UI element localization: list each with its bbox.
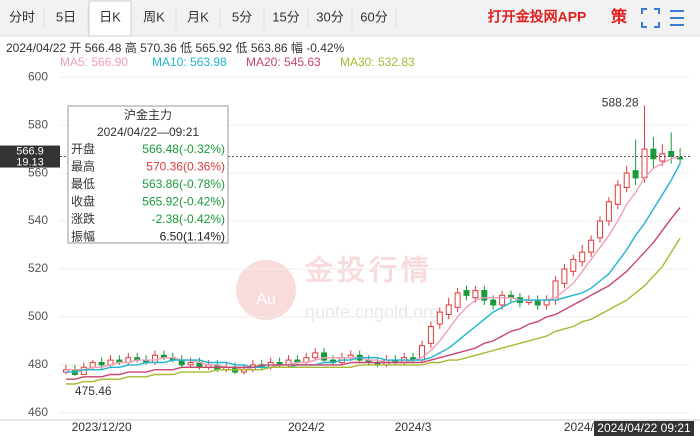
menu-icon[interactable]	[670, 10, 684, 26]
crosshair-sub: 19.13	[16, 156, 44, 168]
candle-body	[668, 151, 675, 157]
tooltip-value: 565.92(-0.42%)	[142, 195, 225, 209]
high-annotation: 588.28	[602, 95, 639, 109]
watermark-url: quote.cngold.org	[305, 302, 439, 322]
candle-body	[98, 361, 105, 366]
y-tick-label: 460	[28, 405, 48, 419]
y-tick-label: 560	[28, 165, 48, 179]
strategy-icon[interactable]: 策	[610, 7, 628, 26]
y-tick-label: 500	[28, 309, 48, 323]
tooltip-label: 最低	[71, 177, 95, 191]
tab[interactable]: 分时	[9, 9, 35, 24]
ma-line	[66, 207, 681, 380]
candle-body	[445, 304, 452, 316]
tab[interactable]: 15分	[272, 9, 299, 24]
candle-body	[481, 290, 488, 301]
candle-body	[490, 299, 497, 306]
candle-body	[312, 352, 319, 359]
tooltip-label: 振幅	[71, 229, 95, 244]
x-tick-label: 2023/12/20	[72, 420, 132, 434]
candle-body	[472, 290, 479, 299]
candle-body	[641, 148, 648, 179]
candle-body	[588, 239, 595, 253]
candle-body	[89, 361, 96, 368]
watermark-logo	[236, 260, 296, 320]
tooltip-value: 566.48(-0.32%)	[142, 142, 225, 156]
tooltip-label: 最高	[71, 159, 95, 174]
tooltip-box	[67, 105, 229, 244]
tooltip-label: 收盘	[71, 194, 95, 209]
candle-body	[579, 251, 586, 263]
y-tick-label: 480	[28, 357, 48, 371]
candle-body	[614, 184, 621, 205]
candle-body	[543, 299, 550, 306]
candle-body	[650, 148, 657, 160]
tooltip-value: 563.86(-0.78%)	[142, 177, 225, 191]
legend-entry: MA20: 545.63	[246, 55, 321, 69]
crosshair-date: 2024/04/22 09:21	[597, 421, 691, 435]
candle-body	[187, 361, 194, 366]
x-tick-label: 2024/3	[395, 420, 432, 434]
fullscreen-icon[interactable]	[641, 8, 660, 28]
candle-body	[597, 220, 603, 239]
info-line: 2024/04/22 开 566.48 高 570.36 低 565.92 低 …	[6, 40, 345, 55]
tooltip-value: -2.38(-0.42%)	[152, 212, 225, 226]
tab-active-bg	[88, 0, 132, 37]
candle-body	[463, 290, 470, 296]
crosshair-price: 566.9	[16, 145, 44, 157]
ma-line	[66, 163, 681, 373]
candle-body	[436, 311, 443, 325]
y-tick-label: 580	[28, 117, 48, 131]
candle-body	[499, 294, 506, 306]
tooltip-title: 沪金主力	[124, 107, 172, 122]
candle-body	[561, 268, 568, 284]
tab[interactable]: 5日	[56, 9, 76, 24]
tab[interactable]: 5分	[232, 9, 252, 24]
tooltip-date: 2024/04/22—09:21	[97, 125, 199, 139]
candle-body	[677, 157, 684, 160]
watermark-logo-text: Au	[256, 291, 276, 308]
x-tick-label: 2024/4	[564, 420, 601, 434]
tab[interactable]: 30分	[316, 9, 343, 24]
candle-body	[152, 354, 158, 363]
candle-body	[623, 172, 630, 188]
tooltip-value: 570.36(0.36%)	[146, 160, 225, 174]
legend-entry: MA5: 566.90	[60, 55, 128, 69]
tab[interactable]: 月K	[187, 9, 209, 24]
crosshair-price-box	[0, 145, 60, 168]
candle-body	[632, 170, 639, 179]
candle-body	[534, 299, 541, 306]
candle-body	[605, 201, 612, 222]
low-annotation: 475.46	[75, 384, 112, 398]
tab[interactable]: 日K	[99, 9, 121, 24]
legend-entry: MA10: 563.98	[152, 55, 227, 69]
tab[interactable]: 周K	[143, 9, 165, 24]
tab[interactable]: 60分	[360, 9, 387, 24]
watermark: Au 金投行情 quote.cngold.org	[236, 253, 439, 322]
x-tick-label: 2024/2	[288, 420, 325, 434]
tooltip-value: 6.50(1.14%)	[160, 230, 225, 244]
y-tick-label: 600	[28, 69, 48, 83]
crosshair-date-box	[594, 421, 694, 436]
ma-line	[66, 237, 681, 385]
candle-body	[454, 292, 461, 308]
y-tick-label: 540	[28, 213, 48, 227]
candle-body	[321, 352, 328, 361]
candle-body	[659, 153, 666, 162]
tooltip-label: 开盘	[71, 141, 95, 156]
y-tick-label: 520	[28, 261, 48, 275]
candle-body	[570, 258, 577, 272]
app-link[interactable]: 打开金投网APP	[488, 9, 587, 25]
candle-body	[427, 326, 434, 344]
ma-line	[66, 155, 681, 371]
tooltip-label: 涨跌	[71, 211, 95, 226]
legend-entry: MA30: 532.83	[340, 55, 415, 69]
